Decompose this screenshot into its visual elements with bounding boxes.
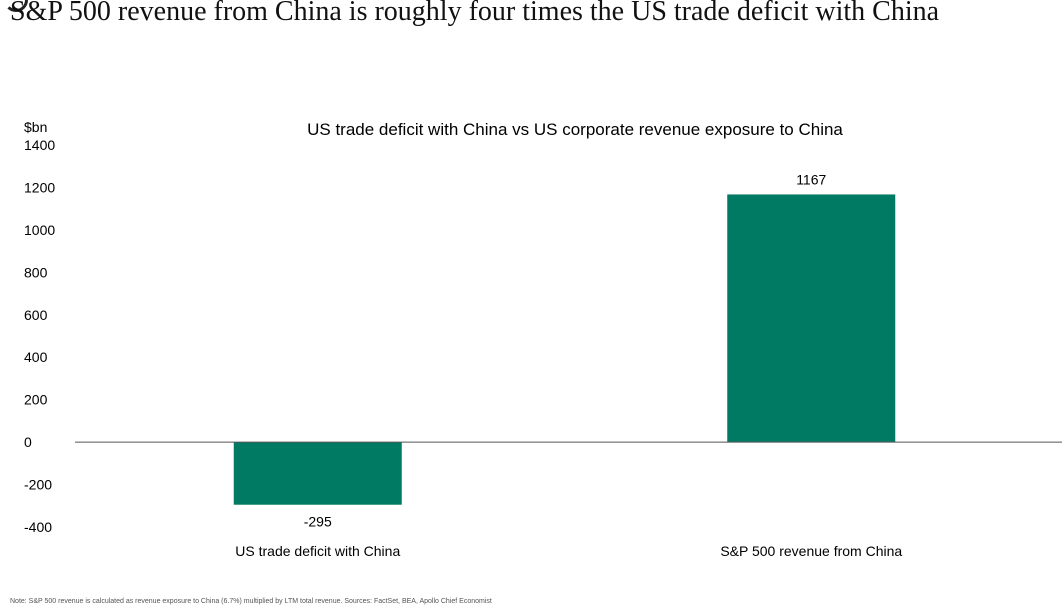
bar [727, 194, 896, 443]
bar [233, 442, 402, 505]
y-tick-label: -200 [24, 477, 52, 493]
x-tick-label: S&P 500 revenue from China [720, 543, 902, 559]
data-label: 1167 [796, 171, 826, 187]
y-tick-label: 200 [24, 392, 48, 408]
data-labels: -295 1167 [304, 171, 827, 529]
y-tick-label: 0 [24, 434, 32, 450]
chart-title: US trade deficit with China vs US corpor… [307, 120, 843, 139]
y-axis-unit-label: $bn [24, 119, 47, 135]
y-tick-label: 600 [24, 307, 48, 323]
footnote: Note: S&P 500 revenue is calculated as r… [10, 598, 492, 605]
y-tick-label: 800 [24, 264, 48, 280]
page-title: S&P 500 revenue from China is roughly fo… [10, 0, 940, 27]
bars [233, 194, 896, 505]
y-tick-label: 1000 [24, 222, 55, 238]
y-axis-ticks: 1400 1200 1000 800 600 400 200 0 -200 -400 [24, 137, 55, 535]
x-axis-labels: US trade deficit with China S&P 500 reven… [235, 543, 902, 559]
y-tick-label: 1400 [24, 137, 55, 153]
bar-chart: US trade deficit with China vs US corpor… [24, 119, 1062, 559]
y-tick-label: 1200 [24, 179, 55, 195]
data-label: -295 [304, 514, 332, 530]
y-tick-label: 400 [24, 349, 48, 365]
y-tick-label: -400 [24, 519, 52, 535]
x-tick-label: US trade deficit with China [235, 543, 400, 559]
